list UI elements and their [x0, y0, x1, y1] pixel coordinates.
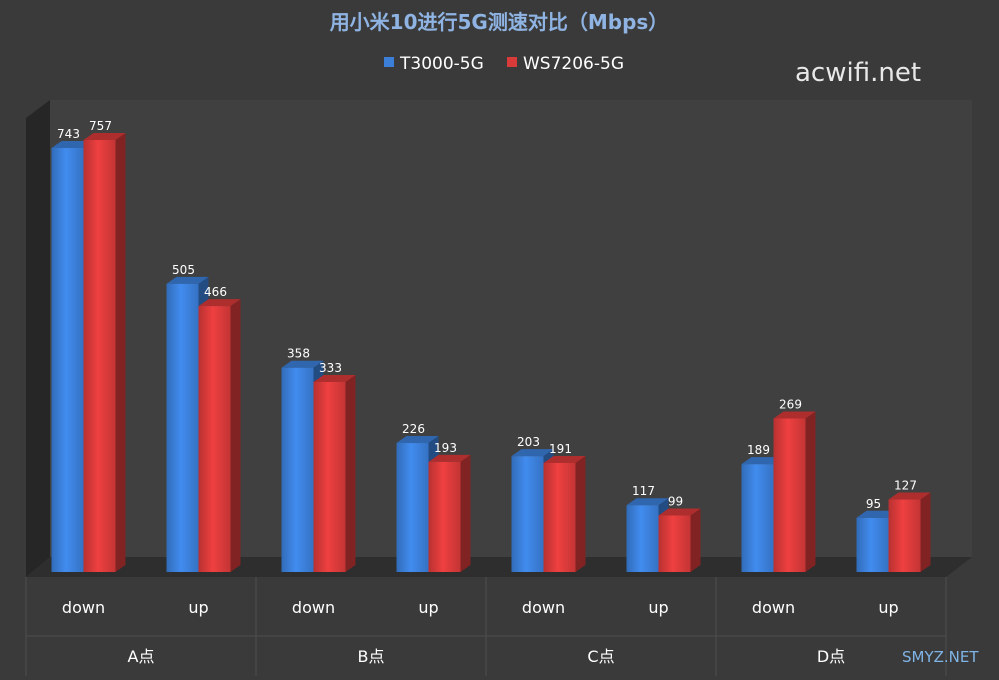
- bar-ws7206-5g-4: [543, 456, 586, 572]
- bar-top-face: [773, 411, 816, 419]
- data-label: 333: [319, 361, 342, 375]
- category-axis: down up down up down up down up A点 B点 C点 D点: [25, 577, 947, 676]
- data-label: 95: [866, 497, 881, 511]
- category-tick-label: up: [648, 598, 668, 617]
- category-tick-label: up: [418, 598, 438, 617]
- bar-side-face: [805, 411, 816, 572]
- bar-top-face: [428, 454, 471, 462]
- category-tick-label: up: [878, 598, 898, 617]
- bar-top-face: [166, 276, 209, 284]
- bar-front-face: [856, 517, 889, 572]
- bar-side-face: [460, 454, 471, 572]
- group-tick-label: B点: [358, 647, 385, 666]
- watermark-top: acwifi.net: [795, 58, 921, 88]
- bar-front-face: [396, 443, 429, 572]
- bar-ws7206-5g-1: [198, 299, 241, 572]
- bar-front-face: [313, 381, 346, 572]
- bar-front-face: [543, 463, 576, 572]
- bar-top-face: [396, 436, 439, 444]
- bar-side-face: [345, 374, 356, 572]
- data-label: 99: [668, 495, 683, 509]
- legend-item-ws7206: WS7206-5G: [507, 54, 624, 74]
- bar-side-face: [920, 492, 931, 572]
- data-label: 226: [402, 422, 425, 436]
- bar-front-face: [281, 367, 314, 572]
- bar-ws7206-5g-7: [888, 492, 931, 572]
- bar-top-face: [658, 508, 701, 516]
- bars-layer: [51, 133, 931, 572]
- legend-label-ws7206: WS7206-5G: [523, 54, 624, 74]
- bar-front-face: [83, 140, 116, 572]
- legend-swatch-t3000: [384, 57, 394, 67]
- bar-ws7206-5g-6: [773, 411, 816, 572]
- bar-top-face: [281, 360, 324, 368]
- legend-swatch-ws7206: [507, 57, 517, 67]
- bar-side-face: [575, 456, 586, 572]
- bar-ws7206-5g-5: [658, 508, 701, 572]
- data-label: 358: [287, 347, 310, 361]
- category-tick-label: down: [62, 598, 105, 617]
- bar-top-face: [313, 374, 356, 382]
- category-tick-label: down: [292, 598, 335, 617]
- bar-top-face: [741, 457, 784, 465]
- bar-front-face: [626, 505, 659, 572]
- group-tick-label: A点: [128, 647, 155, 666]
- bar-side-face: [690, 508, 701, 572]
- bar-ws7206-5g-3: [428, 454, 471, 572]
- bar-top-face: [543, 456, 586, 464]
- bar-front-face: [888, 499, 921, 572]
- bar-top-face: [511, 449, 554, 457]
- data-label: 505: [172, 263, 195, 277]
- data-label: 189: [747, 443, 770, 457]
- bar-top-face: [198, 299, 241, 307]
- bar-front-face: [511, 456, 544, 572]
- data-label: 193: [434, 441, 457, 455]
- bar-top-face: [83, 133, 126, 141]
- bar-side-face: [230, 299, 241, 572]
- data-label: 203: [517, 435, 540, 449]
- data-label: 117: [632, 484, 655, 498]
- chart-title: 用小米10进行5G测速对比（Mbps）: [330, 10, 669, 34]
- bar-front-face: [658, 515, 691, 572]
- bar-front-face: [741, 464, 774, 572]
- data-label: 757: [89, 119, 112, 133]
- bar-top-face: [856, 510, 899, 518]
- bar-front-face: [428, 461, 461, 572]
- data-labels-layer: 743 757 505 466 358 333 226 193 203 191 117 99 189 26…: [57, 119, 917, 511]
- bar-ws7206-5g-2: [313, 374, 356, 572]
- plot-floor: [26, 557, 972, 577]
- category-tick-label: down: [522, 598, 565, 617]
- data-label: 466: [204, 285, 227, 299]
- bar-side-face: [115, 133, 126, 572]
- category-tick-label: up: [188, 598, 208, 617]
- bar-ws7206-5g-0: [83, 133, 126, 572]
- legend-label-t3000: T3000-5G: [399, 54, 484, 74]
- bar-front-face: [773, 418, 806, 572]
- group-tick-label: D点: [817, 647, 845, 666]
- legend: T3000-5G WS7206-5G: [384, 54, 624, 74]
- bar-front-face: [51, 148, 84, 572]
- data-label: 743: [57, 127, 80, 141]
- plot-side-wall: [26, 100, 50, 577]
- bar-top-face: [626, 498, 669, 506]
- category-tick-label: down: [752, 598, 795, 617]
- bar-front-face: [166, 283, 199, 572]
- group-tick-label: C点: [587, 647, 614, 666]
- legend-item-t3000: T3000-5G: [384, 54, 484, 74]
- watermark-bottom: SMYZ.NET: [902, 648, 979, 666]
- data-label: 269: [779, 397, 802, 411]
- bar-top-face: [51, 141, 94, 148]
- bar-top-face: [888, 492, 931, 500]
- bar-front-face: [198, 306, 231, 572]
- data-label: 191: [549, 442, 572, 456]
- data-label: 127: [894, 479, 917, 493]
